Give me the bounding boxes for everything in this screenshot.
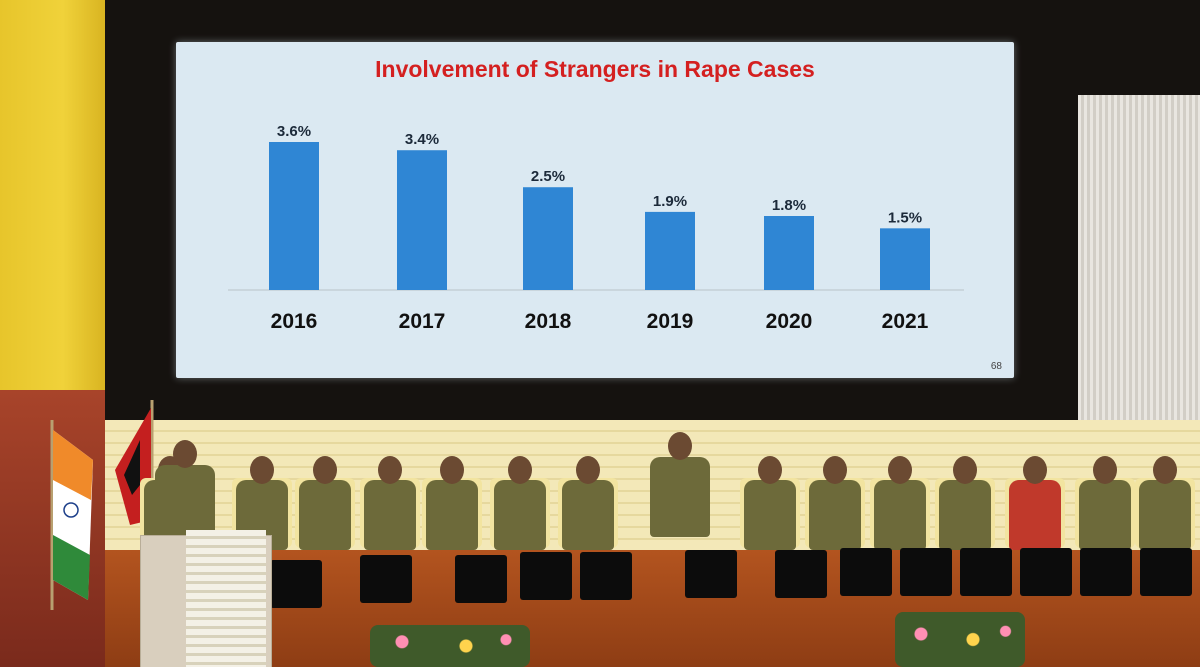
yellow-side-wall [0,0,105,390]
person-head [173,440,197,468]
person-head [313,456,337,484]
data-label-2019: 1.9% [653,193,687,210]
x-tick-2018: 2018 [525,310,572,333]
official-person [1009,480,1061,550]
official-person [494,480,546,550]
black-table [840,548,892,596]
black-table [360,555,412,603]
person-head [576,456,600,484]
black-table [1020,548,1072,596]
black-table [1080,548,1132,596]
bar-2016 [269,142,319,290]
official-person [1139,480,1191,550]
x-tick-2020: 2020 [766,310,813,333]
black-table [580,552,632,600]
black-table [685,550,737,598]
india-flag [50,420,93,610]
person-head [1093,456,1117,484]
standing-official [650,457,710,537]
data-label-2017: 3.4% [405,131,439,148]
data-label-2018: 2.5% [531,168,565,185]
person-head [250,456,274,484]
x-tick-2016: 2016 [271,310,318,333]
official-person [939,480,991,550]
flower-arrangement-left [370,625,530,667]
person-head [1153,456,1177,484]
person-head [888,456,912,484]
bar-2021 [880,228,930,290]
black-table [270,560,322,608]
flower-arrangement-right [895,612,1025,667]
official-person [744,480,796,550]
black-table [900,548,952,596]
bar-2019 [645,211,695,290]
flower-garland [186,530,266,667]
black-table [1140,548,1192,596]
person-head [823,456,847,484]
person-head [758,456,782,484]
official-person [426,480,478,550]
bar-chart: 3.6% 2016 3.4% 2017 2.5% 2018 1.9% 2019 1.8% 2020… [228,123,964,333]
data-label-2020: 1.8% [772,197,806,214]
person-head [1023,456,1047,484]
black-table [775,550,827,598]
x-tick-2021: 2021 [882,310,929,333]
bar-2020 [764,216,814,290]
x-tick-2017: 2017 [399,310,446,333]
black-table [960,548,1012,596]
x-tick-2019: 2019 [647,310,694,333]
person-head [953,456,977,484]
chart-title: Involvement of Strangers in Rape Cases [375,56,815,82]
official-person [562,480,614,550]
black-table [455,555,507,603]
data-label-2016: 3.6% [277,123,311,140]
projection-screen: Involvement of Strangers in Rape Cases 3… [176,42,1014,378]
slide-number: 68 [990,361,1002,372]
official-person [299,480,351,550]
official-person [874,480,926,550]
person-head [508,456,532,484]
person-head [668,432,692,460]
black-table [520,552,572,600]
official-person [1079,480,1131,550]
official-person [809,480,861,550]
data-label-2021: 1.5% [888,209,922,226]
person-head [440,456,464,484]
bar-2018 [523,187,573,290]
person-head [378,456,402,484]
bar-2017 [397,150,447,290]
official-person [364,480,416,550]
